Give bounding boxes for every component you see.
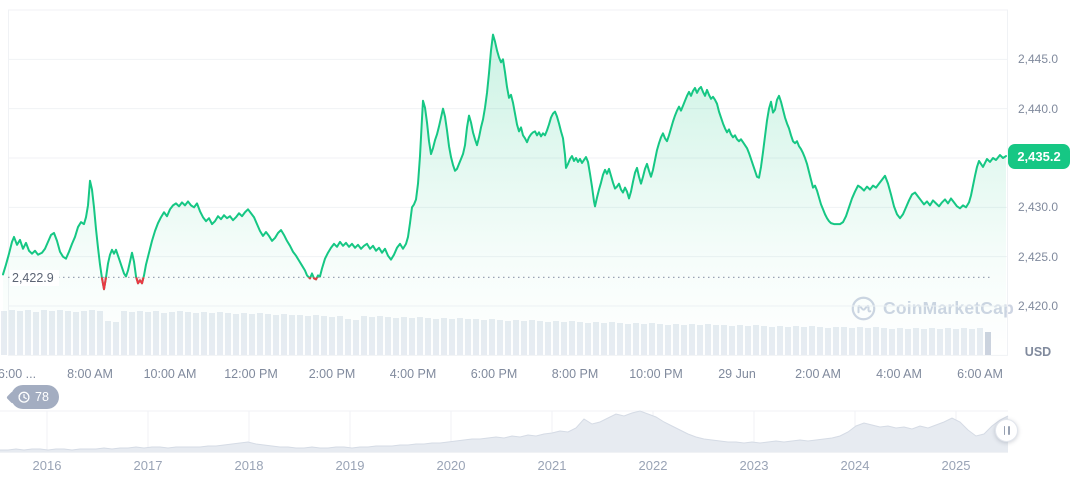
navigator-year-label: 2022 xyxy=(638,458,668,473)
navigator-area-outline xyxy=(0,410,1009,451)
current-price-badge: 2,435.2 xyxy=(1008,143,1070,169)
x-axis-label: 10:00 PM xyxy=(629,367,683,381)
navigator-area xyxy=(0,411,1008,452)
range-navigator[interactable] xyxy=(0,410,1010,456)
navigator-year-label: 2021 xyxy=(537,458,567,473)
navigator-handle[interactable] xyxy=(995,419,1018,442)
x-axis-label: 6:00 PM xyxy=(470,367,518,381)
navigator-year-label: 2019 xyxy=(335,458,365,473)
y-axis-label: 2,445.0 xyxy=(1017,52,1059,67)
price-area-fill xyxy=(3,34,1006,357)
x-axis-label: 6:00 ... xyxy=(0,367,37,381)
x-axis-label: 2:00 AM xyxy=(795,367,841,381)
y-axis-label: 2,420.0 xyxy=(1017,299,1059,313)
navigator-year-label: 2024 xyxy=(840,458,870,473)
current-price-value: 2,435.2 xyxy=(1017,148,1061,164)
price-line xyxy=(2,33,1007,291)
x-axis-label: 29 Jun xyxy=(718,367,756,381)
previous-close-label: 2,422.9 xyxy=(10,269,59,286)
navigator-year-label: 2020 xyxy=(436,458,466,473)
clock-history-icon xyxy=(18,391,30,403)
navigator-year-label: 2025 xyxy=(941,458,971,473)
x-axis-label: 2:00 PM xyxy=(308,367,356,381)
y-axis-label: 2,430.0 xyxy=(1017,200,1059,215)
drag-handle-icon xyxy=(1003,426,1005,435)
history-count-badge[interactable]: 78 xyxy=(11,385,59,409)
drag-handle-icon xyxy=(1008,426,1010,435)
y-axis-label: 2,425.0 xyxy=(1017,249,1059,264)
x-axis-label: 8:00 AM xyxy=(67,367,113,381)
currency-unit-label: USD xyxy=(1024,345,1052,359)
navigator-year-label: 2017 xyxy=(133,458,163,473)
x-axis-label: 4:00 PM xyxy=(389,367,437,381)
x-axis-label: 8:00 PM xyxy=(551,367,599,381)
history-count-value: 78 xyxy=(35,390,49,404)
x-axis-label: 12:00 PM xyxy=(224,367,278,381)
navigator-year-label: 2023 xyxy=(739,458,769,473)
x-axis-label: 6:00 AM xyxy=(957,367,1003,381)
x-axis-label: 4:00 AM xyxy=(876,367,922,381)
navigator-year-label: 2018 xyxy=(234,458,264,473)
main-price-chart[interactable] xyxy=(0,0,1010,362)
x-axis-label: 10:00 AM xyxy=(143,367,197,381)
navigator-year-label: 2016 xyxy=(32,458,62,473)
y-axis-label: 2,440.0 xyxy=(1017,101,1059,116)
